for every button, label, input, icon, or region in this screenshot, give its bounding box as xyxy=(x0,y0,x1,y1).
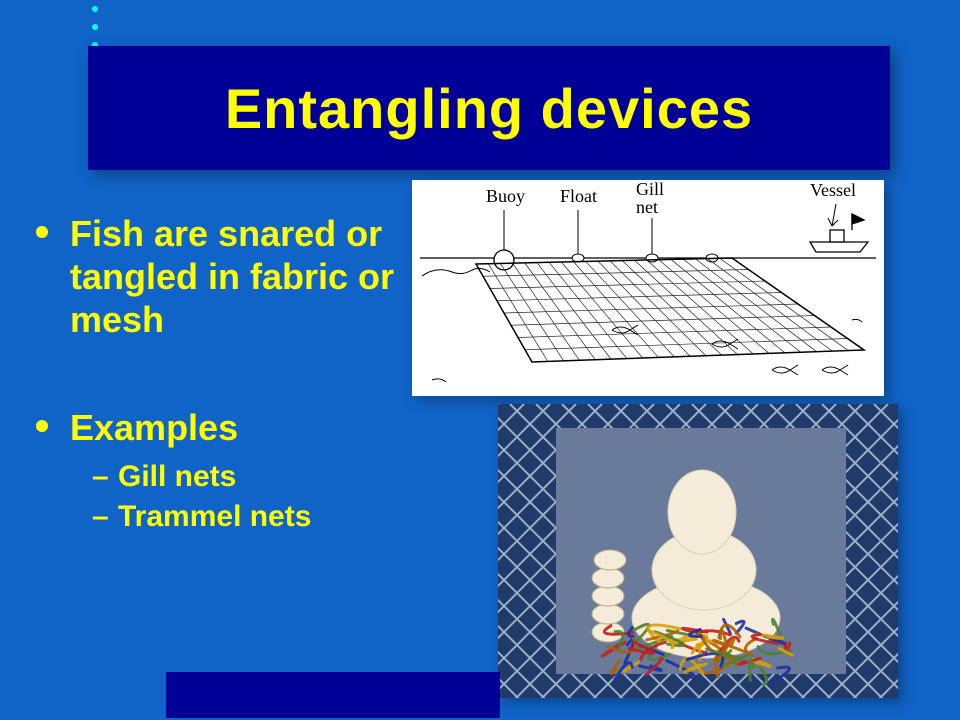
diagram-label-gillnet: Gill net xyxy=(636,180,664,216)
sub-bullet-text-2: Trammel nets xyxy=(118,500,311,533)
sub-bullet-text-1: Gill nets xyxy=(118,460,236,493)
diagram-label-vessel: Vessel xyxy=(810,180,856,201)
diagram-label-buoy: Buoy xyxy=(486,186,525,207)
title-box: Entangling devices xyxy=(88,46,890,170)
photo-svg xyxy=(498,404,898,698)
diagram-gillnet-sketch: Buoy Float Gill net Vessel xyxy=(412,180,884,396)
bullet-main-1: Fish are snared or tangled in fabric or … xyxy=(36,212,460,342)
sub-bullet-1: Gill nets xyxy=(92,457,460,498)
decorative-bottom-band xyxy=(166,672,500,718)
bullet-main-2: Examples Gill nets Trammel nets xyxy=(36,406,460,538)
slide-title: Entangling devices xyxy=(225,76,753,141)
sub-bullet-list: Gill nets Trammel nets xyxy=(92,457,460,538)
bullet-text-2: Examples xyxy=(70,407,238,448)
photo-trammel-net xyxy=(498,404,898,698)
bullet-text-1: Fish are snared or tangled in fabric or … xyxy=(70,213,394,340)
diagram-label-float: Float xyxy=(560,186,597,207)
sub-bullet-2: Trammel nets xyxy=(92,497,460,538)
